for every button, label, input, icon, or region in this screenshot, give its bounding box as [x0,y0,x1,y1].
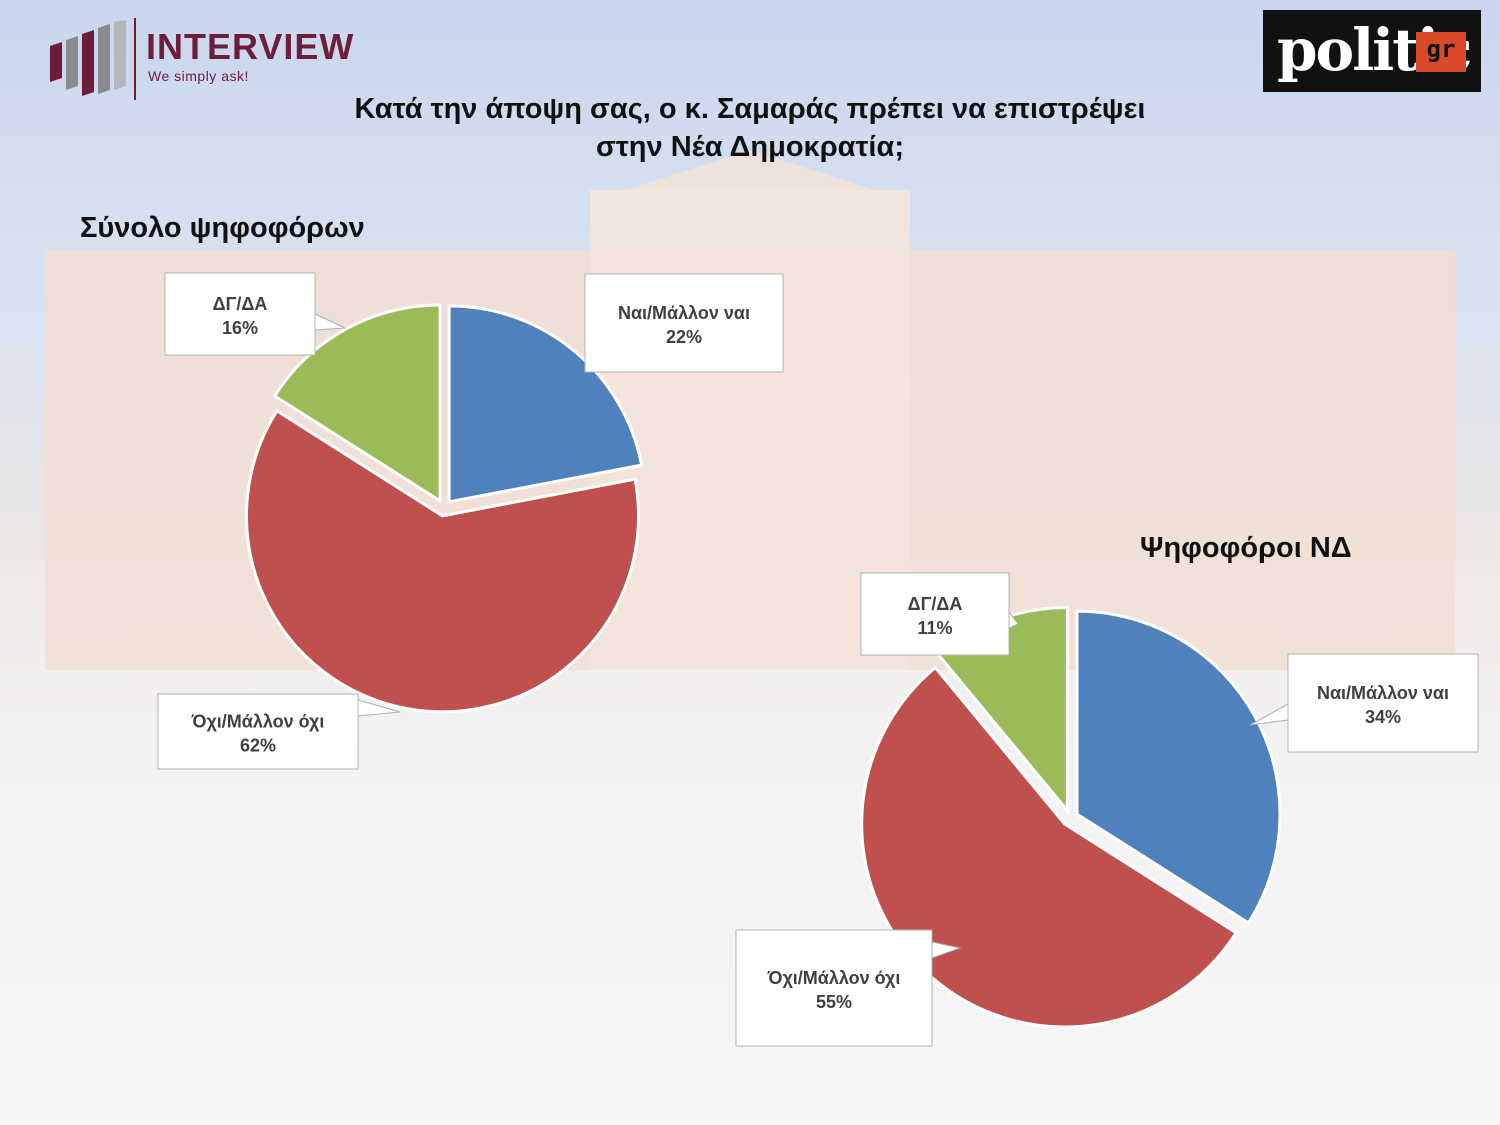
brand-name: INTERVIEW [146,26,355,67]
callout-pointer [314,313,346,331]
slice-category-label: Όχι/Μάλλον όχι [191,712,325,732]
question-title: Κατά την άποψη σας, ο κ. Σαμαράς πρέπει … [354,93,1146,163]
callout-box [735,929,933,1047]
data-label-dk: ΔΓ/ΔΑ 11% [860,572,1019,656]
data-label-yes: Ναι/Μάλλον ναι 22% [584,273,784,373]
bars-logo-icon [50,20,126,96]
callout-box [164,272,316,356]
callout-box [157,693,359,770]
slice-category-label: Ναι/Μάλλον ναι [1317,683,1449,703]
data-label-no: Όχι/Μάλλον όχι 62% [157,693,401,770]
pie-chart-1: Ναι/Μάλλον ναι 22% Όχι/Μάλλον όχι 62% ΔΓ/ΔΑ 1… [157,272,784,770]
pie-slice-yes [1075,609,1282,925]
slice-value-label: 62% [240,736,276,756]
brand-tagline: We simply ask! [148,68,249,84]
chart-1-title: Σύνολο ψηφοφόρων [80,212,365,244]
politic-logo-suffix: gr [1416,32,1466,72]
slice-category-label: ΔΓ/ΔΑ [908,594,963,614]
politic-logo: politic gr [1263,10,1481,92]
slice-value-label: 22% [666,327,702,347]
slice-value-label: 55% [816,992,852,1012]
logo-divider [134,18,136,100]
data-label-yes: Ναι/Μάλλον ναι 34% [1249,653,1479,753]
slice-value-label: 34% [1365,707,1401,727]
pie-slice-dk [272,303,442,504]
callout-box [860,572,1010,656]
callout-pointer [1249,703,1289,726]
chart-2-title: Ψηφοφόροι ΝΔ [1140,532,1352,564]
slice-category-label: ΔΓ/ΔΑ [213,294,268,314]
slice-value-label: 11% [917,618,952,638]
callout-box [584,273,784,373]
slice-value-label: 16% [222,318,258,338]
pie-slice-no [245,408,640,714]
data-label-dk: ΔΓ/ΔΑ 16% [164,272,346,356]
pie-slice-yes [447,304,644,504]
interview-logo: INTERVIEW We simply ask! [48,18,378,102]
slice-category-label: Ναι/Μάλλον ναι [618,303,750,323]
slice-category-label: Όχι/Μάλλον όχι [767,968,901,988]
pie-chart-2: Ναι/Μάλλον ναι 34% Όχι/Μάλλον όχι 55% ΔΓ/ΔΑ 1… [735,572,1479,1047]
data-label-no: Όχι/Μάλλον όχι 55% [735,929,962,1047]
callout-box [1287,653,1479,753]
